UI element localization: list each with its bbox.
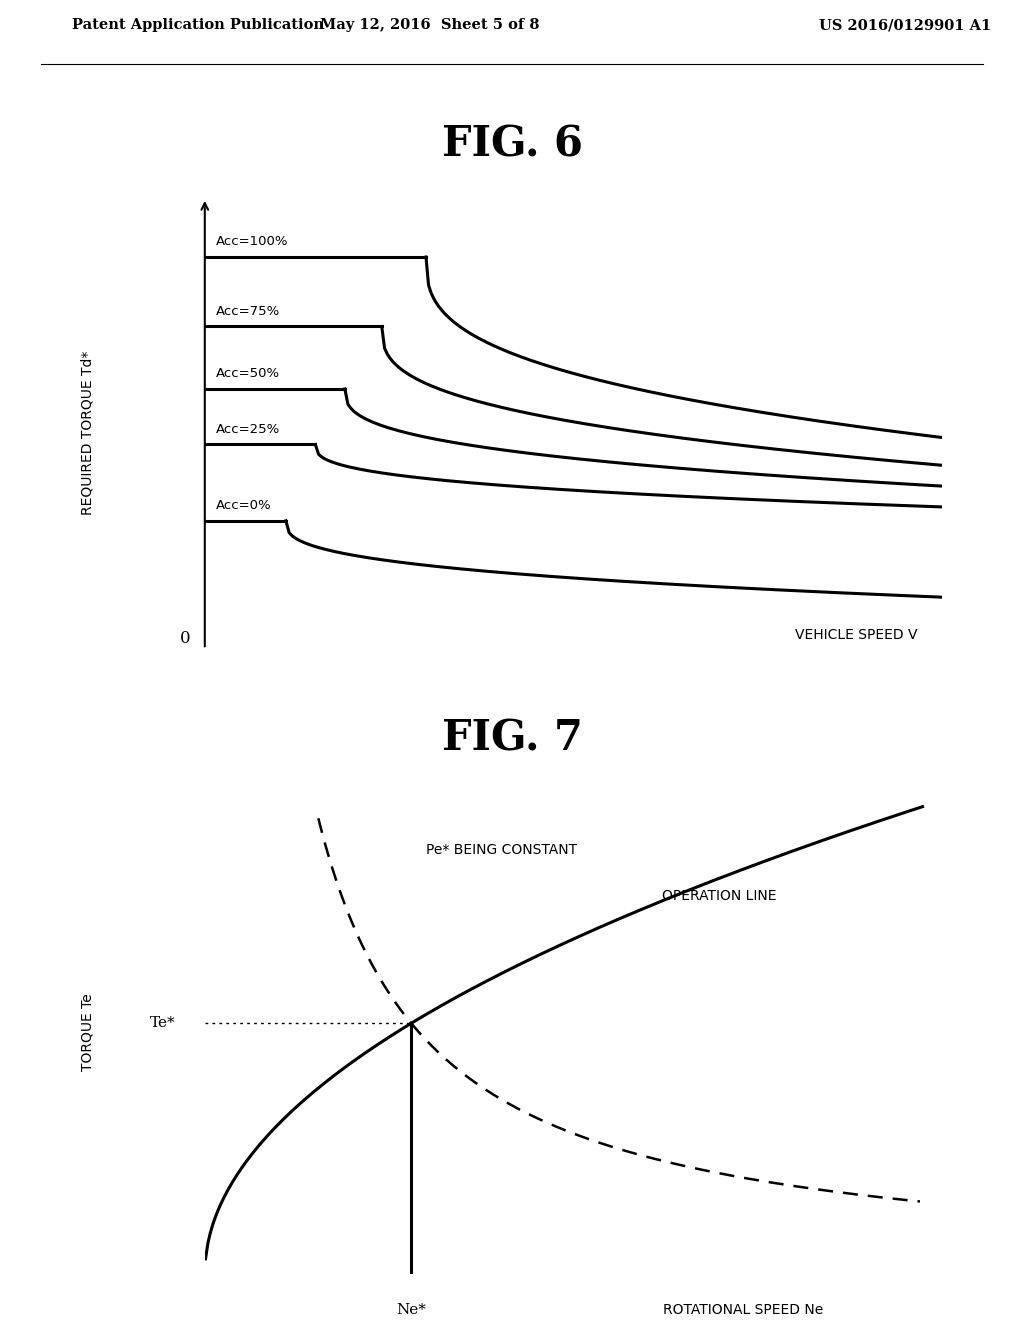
Text: Acc=50%: Acc=50%	[216, 367, 280, 380]
Text: Acc=0%: Acc=0%	[216, 499, 271, 512]
Text: Pe* BEING CONSTANT: Pe* BEING CONSTANT	[426, 842, 578, 857]
Text: ROTATIONAL SPEED Ne: ROTATIONAL SPEED Ne	[663, 1303, 823, 1317]
Text: VEHICLE SPEED V: VEHICLE SPEED V	[795, 628, 918, 643]
Text: Acc=75%: Acc=75%	[216, 305, 281, 318]
Text: Ne*: Ne*	[396, 1303, 426, 1317]
Text: FIG. 7: FIG. 7	[441, 718, 583, 759]
Text: Acc=100%: Acc=100%	[216, 235, 289, 248]
Text: US 2016/0129901 A1: US 2016/0129901 A1	[819, 18, 991, 33]
Text: May 12, 2016  Sheet 5 of 8: May 12, 2016 Sheet 5 of 8	[321, 18, 540, 33]
Text: 0: 0	[179, 631, 190, 647]
Text: Patent Application Publication: Patent Application Publication	[72, 18, 324, 33]
Text: Te*: Te*	[150, 1016, 175, 1031]
Text: REQUIRED TORQUE Td*: REQUIRED TORQUE Td*	[80, 351, 94, 515]
Text: FIG. 6: FIG. 6	[441, 124, 583, 165]
Text: OPERATION LINE: OPERATION LINE	[662, 888, 776, 903]
Text: TORQUE Te: TORQUE Te	[80, 994, 94, 1071]
Text: Acc=25%: Acc=25%	[216, 422, 281, 436]
